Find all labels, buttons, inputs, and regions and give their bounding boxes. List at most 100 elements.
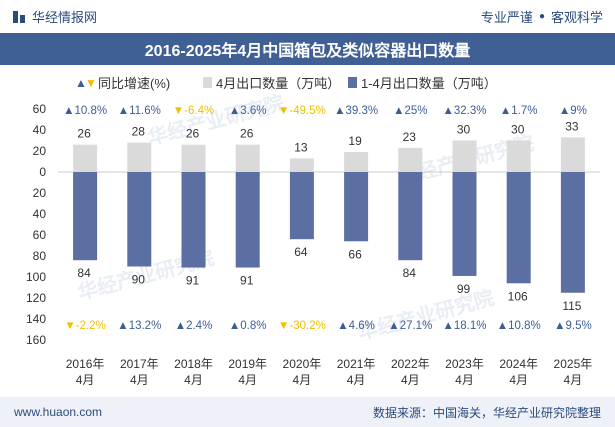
bar-april bbox=[235, 144, 260, 172]
legend-label-growth: 同比增速(%) bbox=[98, 76, 170, 91]
x-tick-label: 2021年 4月 bbox=[337, 357, 376, 387]
growth-label-april: ▲25% bbox=[393, 105, 427, 117]
growth-label-april: ▲3.6% bbox=[229, 105, 267, 117]
chart-title: 2016-2025年4月中国箱包及类似容器出口数量 bbox=[144, 43, 471, 60]
data-label-april: 23 bbox=[403, 130, 417, 144]
x-tick-label: 2025年 4月 bbox=[554, 357, 593, 387]
data-label-cumulative: 84 bbox=[77, 266, 91, 280]
footer-url: www.huaon.com bbox=[14, 405, 103, 419]
growth-label-april: ▲10.8% bbox=[63, 105, 107, 117]
y-tick-label: 0 bbox=[39, 165, 46, 179]
y-tick-label: 40 bbox=[33, 123, 47, 137]
growth-label-cumulative: ▲27.1% bbox=[388, 320, 432, 332]
bar-april bbox=[398, 147, 423, 172]
data-label-cumulative: 106 bbox=[508, 289, 528, 303]
growth-label-april: ▲9% bbox=[559, 105, 587, 117]
y-tick-label: 60 bbox=[33, 228, 47, 242]
bar-cumulative bbox=[73, 172, 98, 261]
data-label-cumulative: 66 bbox=[348, 247, 362, 261]
x-tick-label: 2024年 4月 bbox=[499, 357, 538, 387]
growth-label-april: ▲32.3% bbox=[443, 105, 487, 117]
data-label-april: 30 bbox=[511, 123, 525, 137]
growth-label-cumulative: ▲2.4% bbox=[175, 320, 213, 332]
legend-up-icon: ▲ bbox=[75, 76, 87, 90]
data-label-cumulative: 64 bbox=[294, 245, 308, 259]
legend-swatch-april bbox=[203, 77, 212, 88]
y-tick-label: 60 bbox=[33, 102, 47, 116]
growth-label-april: ▼-49.5% bbox=[278, 105, 326, 117]
footer-source: 数据来源：中国海关，华经产业研究院整理 bbox=[372, 405, 601, 420]
x-tick-label: 2017年 4月 bbox=[120, 357, 159, 387]
brand-name: 华经情报网 bbox=[32, 9, 98, 25]
slogan-2: 客观科学 bbox=[550, 9, 603, 25]
y-tick-label: 160 bbox=[26, 333, 46, 347]
bar-april bbox=[452, 140, 477, 172]
bar-cumulative bbox=[560, 172, 585, 293]
data-label-cumulative: 99 bbox=[457, 282, 471, 296]
y-tick-label: 120 bbox=[26, 291, 46, 305]
data-label-cumulative: 91 bbox=[186, 274, 200, 288]
growth-label-cumulative: ▲18.1% bbox=[443, 320, 487, 332]
slogan: 专业严谨 ● 客观科学 bbox=[481, 7, 603, 26]
data-label-cumulative: 90 bbox=[132, 273, 146, 287]
chart: 华经产业研究院华经产业研究院华经产业研究院华经产业研究院▲▼同比增速(%)4月出… bbox=[26, 76, 600, 387]
bar-april bbox=[127, 142, 152, 172]
data-label-april: 28 bbox=[132, 125, 146, 139]
bar-april bbox=[181, 144, 206, 172]
growth-label-cumulative: ▼-30.2% bbox=[278, 320, 326, 332]
bar-april bbox=[560, 137, 585, 172]
growth-label-cumulative: ▲13.2% bbox=[117, 320, 161, 332]
legend-down-icon: ▼ bbox=[85, 76, 97, 90]
bar-cumulative bbox=[398, 172, 423, 261]
bar-cumulative bbox=[344, 172, 369, 242]
y-tick-label: 20 bbox=[33, 144, 47, 158]
growth-label-cumulative: ▲4.6% bbox=[337, 320, 375, 332]
legend-label-april: 4月出口数量（万吨） bbox=[216, 76, 340, 91]
logo-icon bbox=[12, 9, 26, 23]
chart-title-bar: 2016-2025年4月中国箱包及类似容器出口数量 bbox=[0, 33, 615, 65]
legend-swatch-cumulative bbox=[348, 77, 357, 88]
bar-cumulative bbox=[506, 172, 531, 284]
bar-cumulative bbox=[127, 172, 152, 267]
y-tick-label: 80 bbox=[33, 249, 47, 263]
data-label-april: 26 bbox=[240, 127, 254, 141]
bar-april bbox=[289, 158, 314, 172]
data-label-april: 26 bbox=[77, 127, 91, 141]
bar-cumulative bbox=[289, 172, 314, 240]
bar-april bbox=[506, 140, 531, 172]
dot-separator-icon: ● bbox=[538, 10, 545, 22]
top-bar: 华经情报网 专业严谨 ● 客观科学 bbox=[0, 0, 615, 32]
data-label-april: 26 bbox=[186, 127, 200, 141]
y-tick-label: 140 bbox=[26, 312, 46, 326]
watermark-0: 华经产业研究院 bbox=[145, 90, 286, 149]
y-tick-label: 100 bbox=[26, 270, 46, 284]
growth-label-april: ▼-6.4% bbox=[173, 105, 214, 117]
growth-label-cumulative: ▲10.8% bbox=[497, 320, 541, 332]
bar-cumulative bbox=[235, 172, 260, 268]
y-tick-label: 40 bbox=[33, 207, 47, 221]
brand: 华经情报网 bbox=[12, 7, 97, 26]
slogan-1: 专业严谨 bbox=[480, 9, 533, 25]
x-tick-label: 2023年 4月 bbox=[445, 357, 484, 387]
x-tick-label: 2018年 4月 bbox=[174, 357, 213, 387]
x-tick-label: 2020年 4月 bbox=[283, 357, 322, 387]
x-tick-label: 2016年 4月 bbox=[66, 357, 105, 387]
growth-label-cumulative: ▲9.5% bbox=[554, 320, 592, 332]
data-label-april: 13 bbox=[294, 140, 308, 154]
x-tick-label: 2022年 4月 bbox=[391, 357, 430, 387]
bar-april bbox=[73, 144, 98, 172]
data-label-cumulative: 91 bbox=[240, 274, 254, 288]
growth-label-april: ▲39.3% bbox=[334, 105, 378, 117]
growth-label-april: ▲1.7% bbox=[500, 105, 538, 117]
growth-label-cumulative: ▼-2.2% bbox=[64, 320, 105, 332]
x-tick-label: 2019年 4月 bbox=[228, 357, 267, 387]
data-label-april: 30 bbox=[457, 123, 471, 137]
watermark-3: 华经产业研究院 bbox=[355, 285, 496, 344]
y-tick-label: 20 bbox=[33, 186, 47, 200]
growth-label-april: ▲11.6% bbox=[118, 105, 161, 117]
data-label-april: 33 bbox=[565, 119, 579, 133]
data-label-cumulative: 84 bbox=[403, 266, 417, 280]
growth-label-cumulative: ▲0.8% bbox=[229, 320, 267, 332]
data-label-april: 19 bbox=[348, 134, 362, 148]
